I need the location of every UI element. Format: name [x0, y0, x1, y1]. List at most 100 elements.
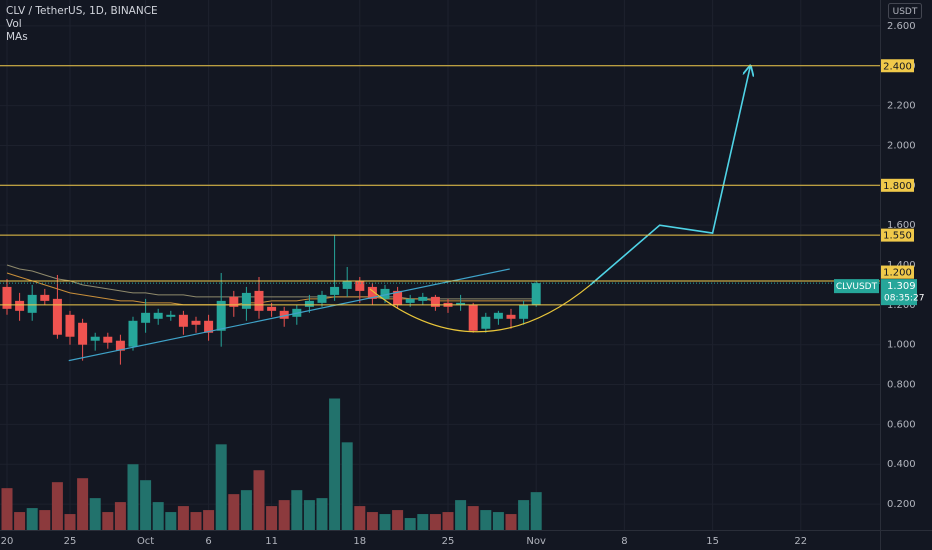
- candle-body: [241, 292, 251, 309]
- candle-body: [418, 296, 428, 301]
- volume-bar: [39, 510, 51, 530]
- volume-bar: [165, 512, 177, 530]
- symbol-label: CLVUSDT: [836, 282, 878, 292]
- volume-bar: [518, 500, 530, 530]
- volume-bar: [379, 514, 391, 530]
- countdown-label: 08:35:27: [884, 294, 924, 304]
- y-tick-label: 1.000: [887, 340, 916, 351]
- candle-body: [229, 296, 239, 307]
- candle-body: [519, 304, 529, 319]
- currency-box[interactable]: [888, 3, 922, 19]
- volume-bar: [190, 512, 202, 530]
- volume-bar: [417, 514, 429, 530]
- volume-bar: [278, 500, 290, 530]
- candle-body: [367, 286, 377, 299]
- candle-body: [166, 314, 176, 317]
- volume-bar: [404, 518, 416, 530]
- volume-bar: [203, 510, 215, 530]
- volume-bar: [127, 464, 139, 530]
- volume-bar: [114, 502, 126, 530]
- candle-body: [191, 320, 201, 325]
- volume-bar: [14, 512, 26, 530]
- candle-body: [393, 290, 403, 305]
- y-tick-label: 0.400: [887, 459, 916, 470]
- volume-bar: [429, 514, 441, 530]
- y-tick-label: 1.400: [887, 260, 916, 271]
- volume-bar: [215, 444, 227, 530]
- candle-body: [468, 304, 478, 331]
- last-price-bg: [881, 279, 917, 306]
- x-tick-label: 18: [353, 536, 366, 547]
- candle-body: [405, 298, 415, 303]
- candle-body: [506, 314, 516, 319]
- x-tick-label: 25: [64, 536, 77, 547]
- volume-bar: [177, 506, 189, 530]
- indicator-label: Vol: [6, 18, 22, 30]
- y-tick-label: 0.200: [887, 499, 916, 510]
- candle-body: [481, 316, 491, 329]
- volume-bar: [392, 510, 404, 530]
- candle-body: [15, 300, 25, 311]
- candle-body: [40, 294, 50, 301]
- x-tick-label: Nov: [526, 536, 546, 547]
- candle-body: [380, 288, 390, 299]
- candle-body: [456, 302, 466, 305]
- candle-body: [430, 296, 440, 307]
- currency-label[interactable]: USDT: [893, 7, 918, 17]
- level-label: 2.400: [883, 61, 912, 72]
- candle-body: [90, 336, 100, 341]
- volume-bar: [26, 508, 38, 530]
- trend-line: [68, 268, 510, 362]
- level-label: 1.550: [883, 231, 912, 242]
- y-tick-label: 2.000: [887, 140, 916, 151]
- candle-body: [178, 314, 188, 327]
- candle-body: [27, 294, 37, 313]
- volume-bar: [467, 506, 479, 530]
- volume-bar: [492, 512, 504, 530]
- volume-bar: [140, 480, 152, 530]
- candle-body: [531, 283, 541, 305]
- volume-bar: [480, 510, 492, 530]
- last-price-label: 1.309: [887, 281, 916, 292]
- volume-bar: [89, 498, 101, 530]
- candle-body: [153, 312, 163, 319]
- volume-bar: [228, 494, 240, 530]
- x-tick-label: 11: [265, 536, 278, 547]
- volume-bar: [442, 512, 454, 530]
- volume-bar: [51, 482, 63, 530]
- candle-body: [2, 286, 12, 309]
- volume-bar: [1, 488, 13, 530]
- candle-body: [216, 300, 226, 331]
- x-tick-label: 6: [205, 536, 211, 547]
- level-label-bg: [881, 59, 914, 73]
- candle-body: [355, 280, 365, 291]
- candle-body: [493, 312, 503, 319]
- y-tick-label: 0.600: [887, 419, 916, 430]
- candle-body: [204, 320, 214, 333]
- candle-body: [330, 286, 340, 295]
- candle-body: [78, 322, 88, 345]
- volume-bar: [102, 512, 114, 530]
- volume-bar: [530, 492, 542, 530]
- projection-arrow: [589, 66, 750, 286]
- volume-bar: [455, 500, 467, 530]
- candle-body: [279, 310, 289, 319]
- candle-body: [267, 306, 277, 311]
- candle-body: [304, 300, 314, 307]
- level-label-bg: [881, 265, 914, 279]
- level-label-bg: [881, 228, 914, 242]
- x-tick-label: 25: [442, 536, 455, 547]
- candle-body: [317, 294, 327, 303]
- candle-body: [52, 298, 62, 335]
- level-label: 1.800: [883, 181, 912, 192]
- candle-body: [65, 314, 75, 337]
- y-tick-label: 2.200: [887, 101, 916, 112]
- volume-bar: [152, 502, 164, 530]
- volume-bar: [253, 470, 265, 530]
- volume-bar: [316, 498, 328, 530]
- y-tick-label: 1.600: [887, 220, 916, 231]
- x-tick-label: 22: [794, 536, 807, 547]
- candle-body: [128, 320, 138, 347]
